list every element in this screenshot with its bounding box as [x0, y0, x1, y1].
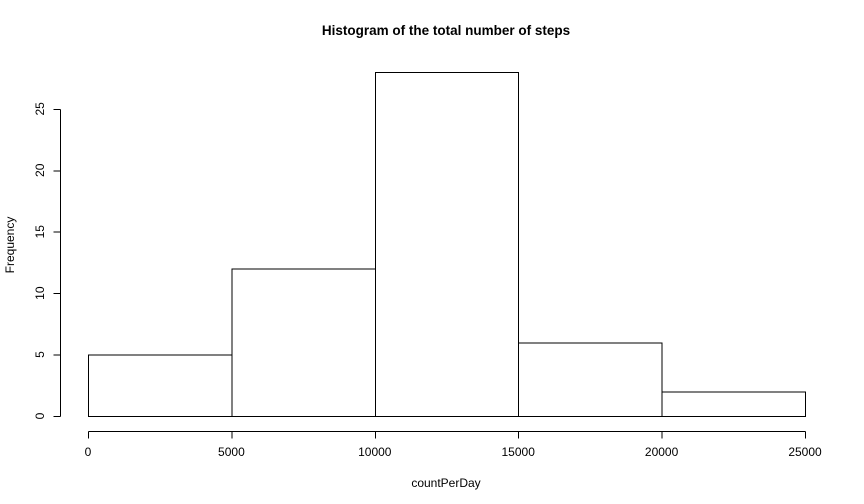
x-axis: 0 5000 10000 15000 20000 25000	[85, 431, 822, 459]
x-tick-label: 5000	[218, 445, 245, 459]
y-tick-label: 10	[33, 286, 47, 300]
histogram-bar	[518, 342, 663, 418]
y-axis: 0 5 10 15 20 25	[33, 102, 61, 419]
x-tick-label: 15000	[502, 445, 536, 459]
x-tick-label: 10000	[358, 445, 392, 459]
x-tick-label: 20000	[645, 445, 679, 459]
y-tick-label: 5	[33, 351, 47, 358]
x-axis-label: countPerDay	[411, 476, 480, 490]
y-tick-label: 15	[33, 225, 47, 239]
y-tick-label: 20	[33, 163, 47, 177]
histogram-bar	[88, 354, 233, 418]
histogram-bar	[374, 72, 520, 417]
x-tick-label: 25000	[788, 445, 822, 459]
y-axis-label: Frequency	[3, 217, 17, 274]
chart-title: Histogram of the total number of steps	[322, 23, 570, 38]
y-tick-label: 25	[33, 102, 47, 116]
y-tick-label: 0	[33, 412, 47, 419]
histogram-bar	[661, 391, 806, 417]
bars-group	[88, 72, 806, 418]
x-tick-label: 0	[85, 445, 92, 459]
histogram-bar	[231, 268, 376, 417]
